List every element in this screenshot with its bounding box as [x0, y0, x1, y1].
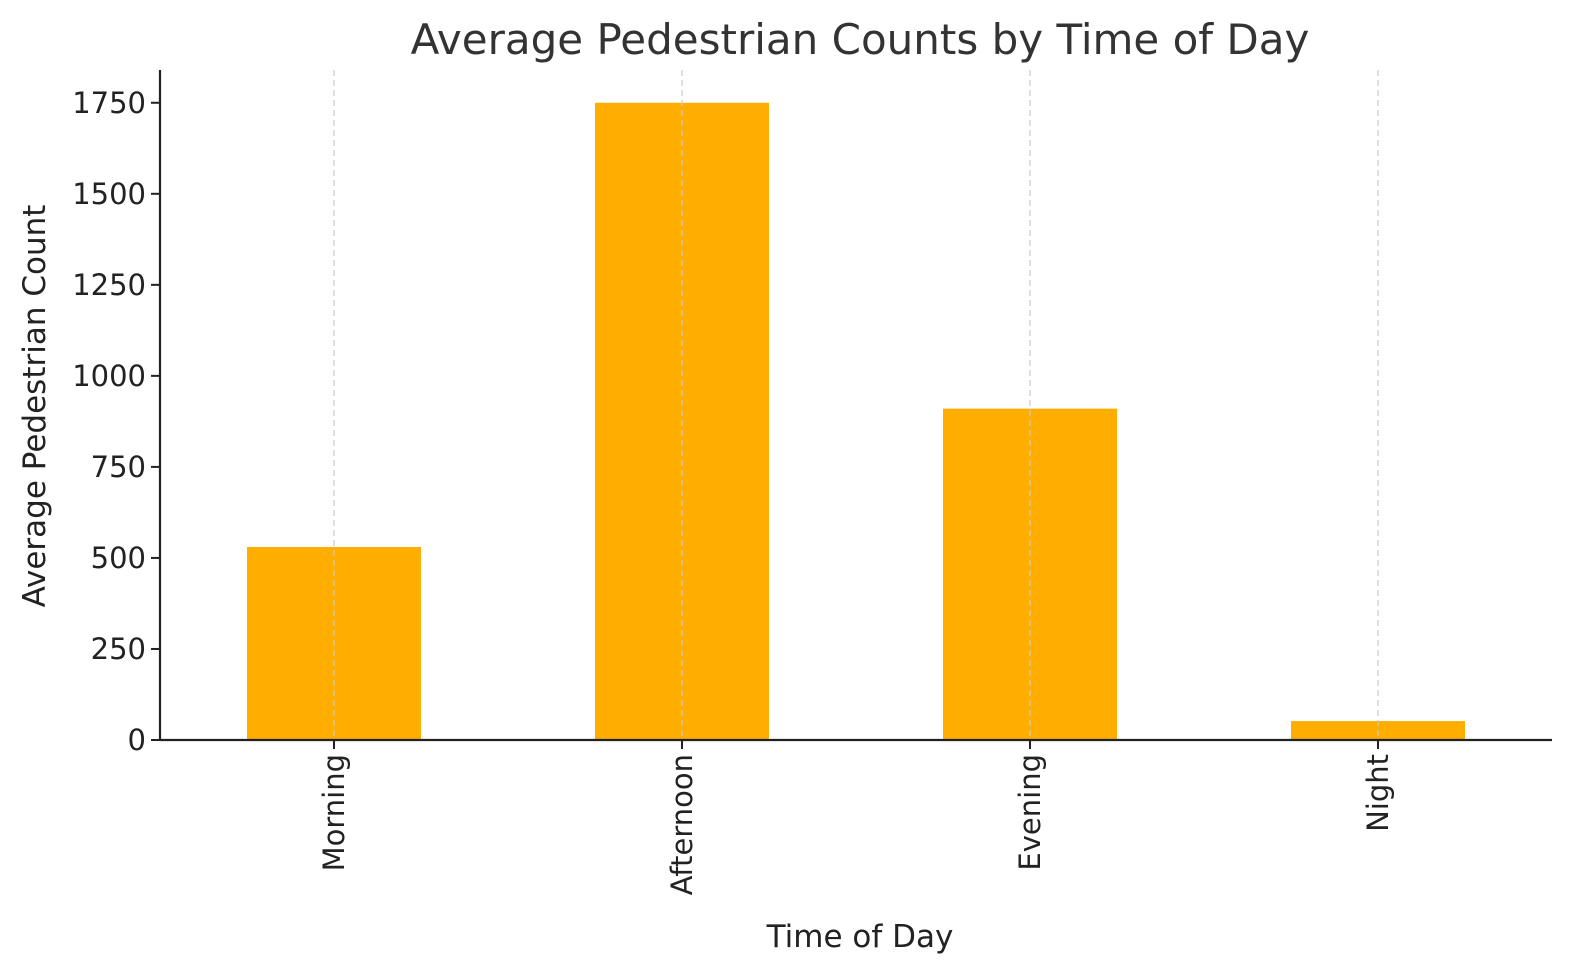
- grid-lines: [333, 70, 1379, 740]
- y-tick-label: 250: [91, 632, 146, 666]
- y-tick-label: 750: [91, 450, 146, 484]
- x-tick-label-evening: Evening: [1013, 754, 1047, 871]
- x-tick-label-morning: Morning: [317, 754, 351, 871]
- x-tick-label-night: Night: [1361, 754, 1395, 832]
- y-tick-label: 1750: [72, 86, 146, 120]
- y-axis-ticks: 0 250 500 750 1000 1250 1500 1750: [72, 86, 160, 757]
- y-tick-label: 1250: [72, 268, 146, 302]
- y-tick-label: 1000: [72, 359, 146, 393]
- y-tick-label: 1500: [72, 177, 146, 211]
- y-axis-label: Average Pedestrian Count: [17, 205, 53, 608]
- x-axis-label: Time of Day: [766, 919, 954, 955]
- y-tick-label: 500: [91, 541, 146, 575]
- bars: [247, 102, 1465, 741]
- chart-title: Average Pedestrian Counts by Time of Day: [411, 15, 1310, 64]
- y-tick-label: 0: [128, 723, 146, 757]
- x-axis-ticks: Morning Afternoon Evening Night: [317, 740, 1395, 895]
- x-tick-label-afternoon: Afternoon: [665, 754, 699, 895]
